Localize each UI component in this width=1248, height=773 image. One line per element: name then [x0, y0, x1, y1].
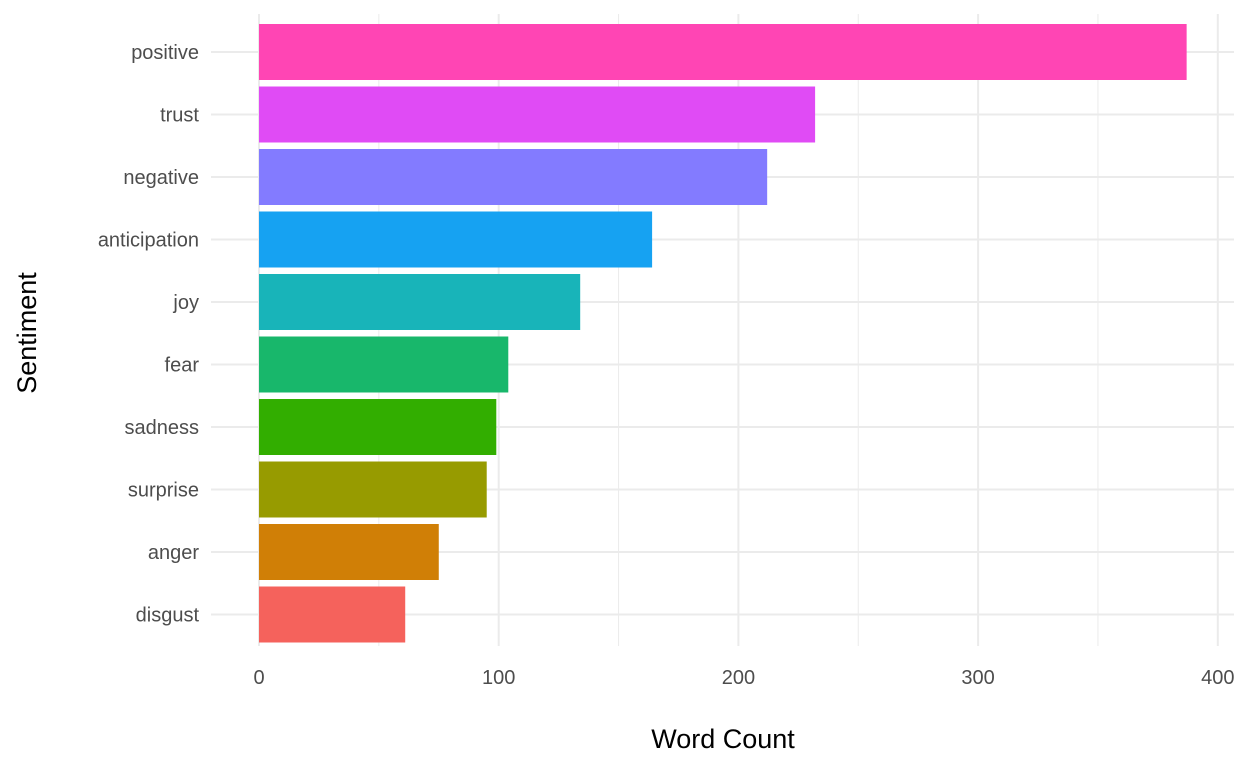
- y-tick-label: anger: [148, 542, 199, 564]
- y-tick-label: surprise: [128, 480, 199, 502]
- y-tick-label: anticipation: [98, 230, 199, 252]
- bar-surprise: [259, 461, 487, 518]
- bar-fear: [259, 336, 509, 393]
- x-tick-label: 200: [722, 667, 755, 689]
- x-tick-label: 0: [253, 667, 264, 689]
- x-axis-tick-labels: 0 100 200 300 400: [253, 667, 1234, 689]
- bar-trust: [259, 86, 816, 143]
- y-tick-label: sadness: [125, 417, 200, 439]
- bar-anger: [259, 524, 439, 580]
- y-axis-title: Sentiment: [12, 272, 42, 394]
- bar-disgust: [259, 586, 406, 643]
- y-tick-label: disgust: [136, 605, 200, 627]
- x-tick-label: 300: [961, 667, 994, 689]
- bars: [259, 24, 1187, 643]
- bar-anticipation: [259, 211, 653, 268]
- x-axis-title: Word Count: [651, 724, 795, 754]
- bar-sadness: [259, 399, 497, 455]
- y-tick-label: positive: [131, 42, 199, 64]
- y-tick-label: fear: [165, 355, 200, 377]
- bar-joy: [259, 274, 581, 330]
- y-tick-label: joy: [172, 292, 199, 314]
- y-tick-label: trust: [160, 105, 199, 127]
- y-tick-label: negative: [123, 167, 199, 189]
- bar-positive: [259, 24, 1187, 80]
- x-tick-label: 400: [1201, 667, 1234, 689]
- y-axis-tick-labels: positive trust negative anticipation joy fear…: [98, 42, 200, 627]
- x-tick-label: 100: [482, 667, 515, 689]
- bar-negative: [259, 149, 768, 205]
